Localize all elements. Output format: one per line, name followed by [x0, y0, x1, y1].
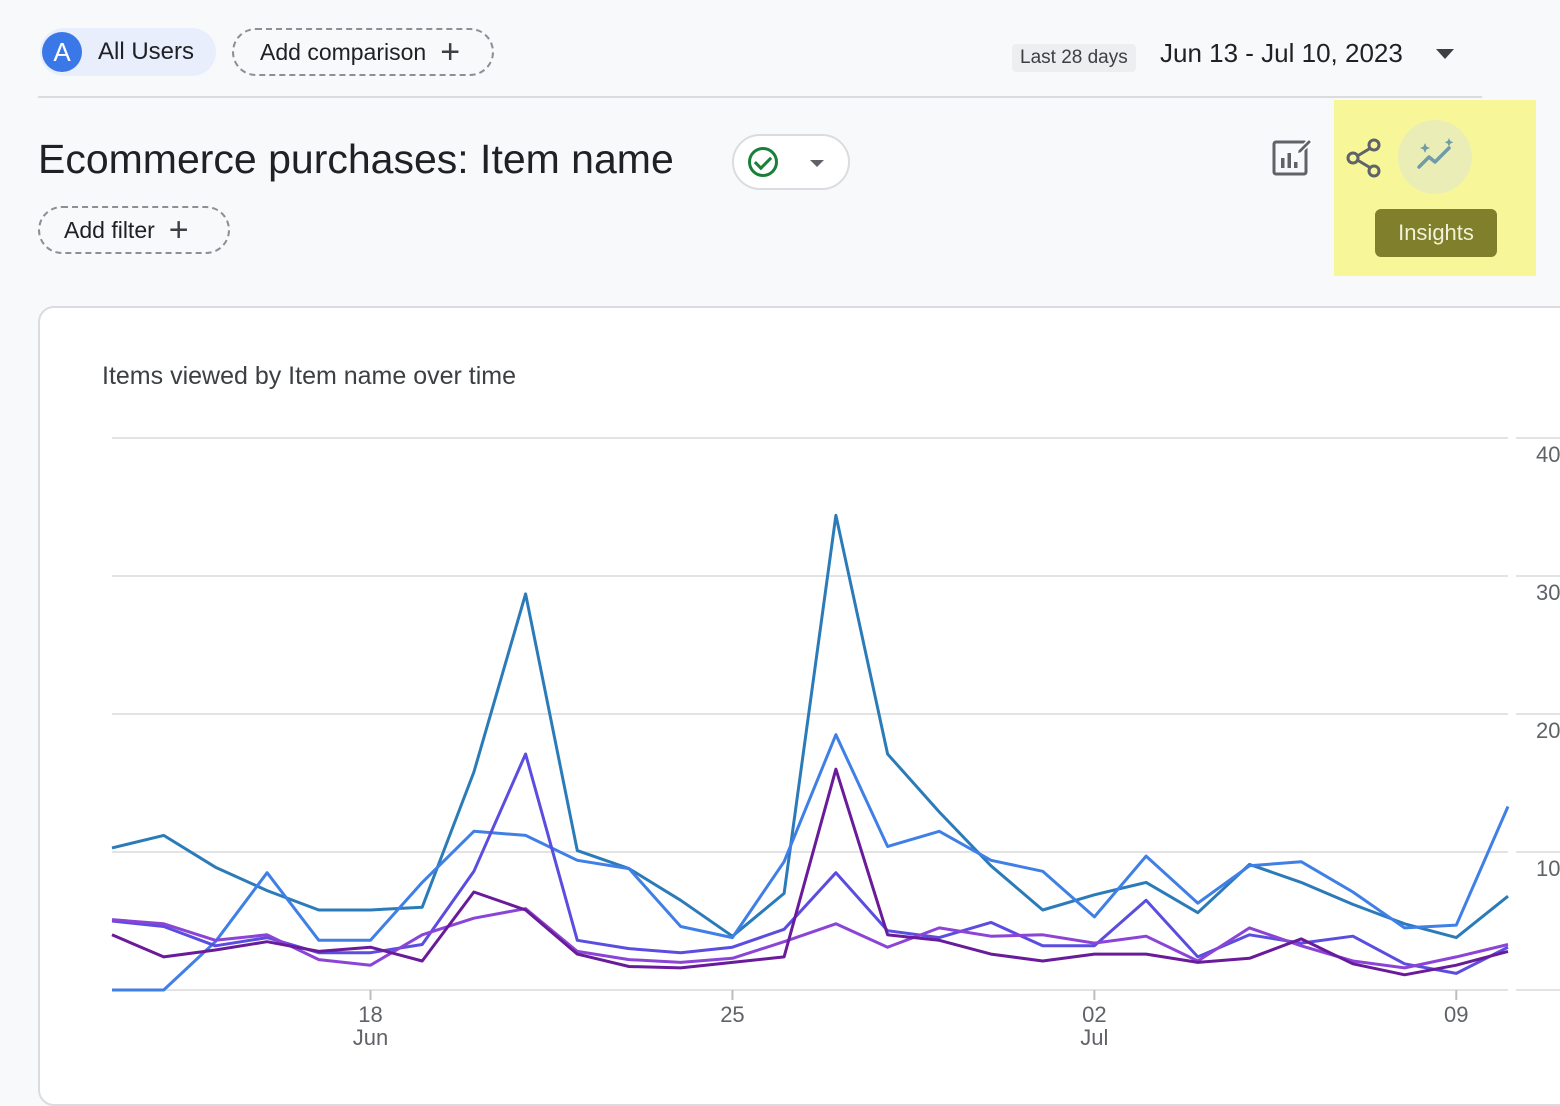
add-comparison-button[interactable]: Add comparison + [232, 28, 494, 76]
x-tick-label: 25 [720, 1002, 744, 1027]
series-line-1 [111, 513, 1509, 940]
y-tick-label: 20 [1536, 718, 1560, 743]
x-tick-sublabel: Jul [1080, 1025, 1108, 1050]
insights-tooltip: Insights [1375, 209, 1497, 257]
date-range-badge: Last 28 days [1012, 44, 1136, 72]
y-tick-label: 40 [1536, 442, 1560, 467]
customize-report-icon[interactable] [1270, 136, 1314, 180]
report-status-dropdown[interactable] [732, 134, 850, 190]
y-tick-label: 30 [1536, 580, 1560, 605]
chart-card [38, 306, 1560, 1106]
add-filter-label: Add filter [64, 216, 155, 243]
segment-chip-all-users[interactable]: A All Users [40, 28, 216, 76]
plus-icon: + [440, 33, 461, 71]
insights-button[interactable] [1398, 120, 1472, 194]
x-tick-label: 02 [1082, 1002, 1106, 1027]
series-line-4 [111, 907, 1509, 970]
chart-title: Items viewed by Item name over time [102, 362, 517, 390]
insights-sparkle-icon [1417, 138, 1454, 169]
share-icon[interactable] [1342, 136, 1386, 180]
series-line-3 [111, 752, 1509, 975]
plus-icon: + [168, 211, 189, 249]
add-filter-button[interactable]: Add filter + [38, 206, 230, 254]
date-range-picker[interactable]: Jun 13 - Jul 10, 2023 [1160, 38, 1403, 68]
y-tick-label: 10 [1536, 856, 1560, 881]
x-tick-label: 18 [358, 1002, 382, 1027]
series-line-2 [112, 733, 1510, 992]
divider [38, 96, 1482, 98]
check-circle-icon [748, 147, 778, 177]
page-title: Ecommerce purchases: Item name [38, 136, 674, 182]
chevron-down-icon[interactable] [1436, 49, 1454, 59]
add-comparison-label: Add comparison [260, 38, 427, 65]
chevron-down-icon [810, 160, 824, 167]
segment-label: All Users [98, 38, 195, 65]
segment-avatar: A [42, 32, 82, 72]
x-tick-label: 09 [1444, 1002, 1468, 1027]
series-line-5 [111, 767, 1509, 977]
x-tick-sublabel: Jun [353, 1025, 388, 1050]
